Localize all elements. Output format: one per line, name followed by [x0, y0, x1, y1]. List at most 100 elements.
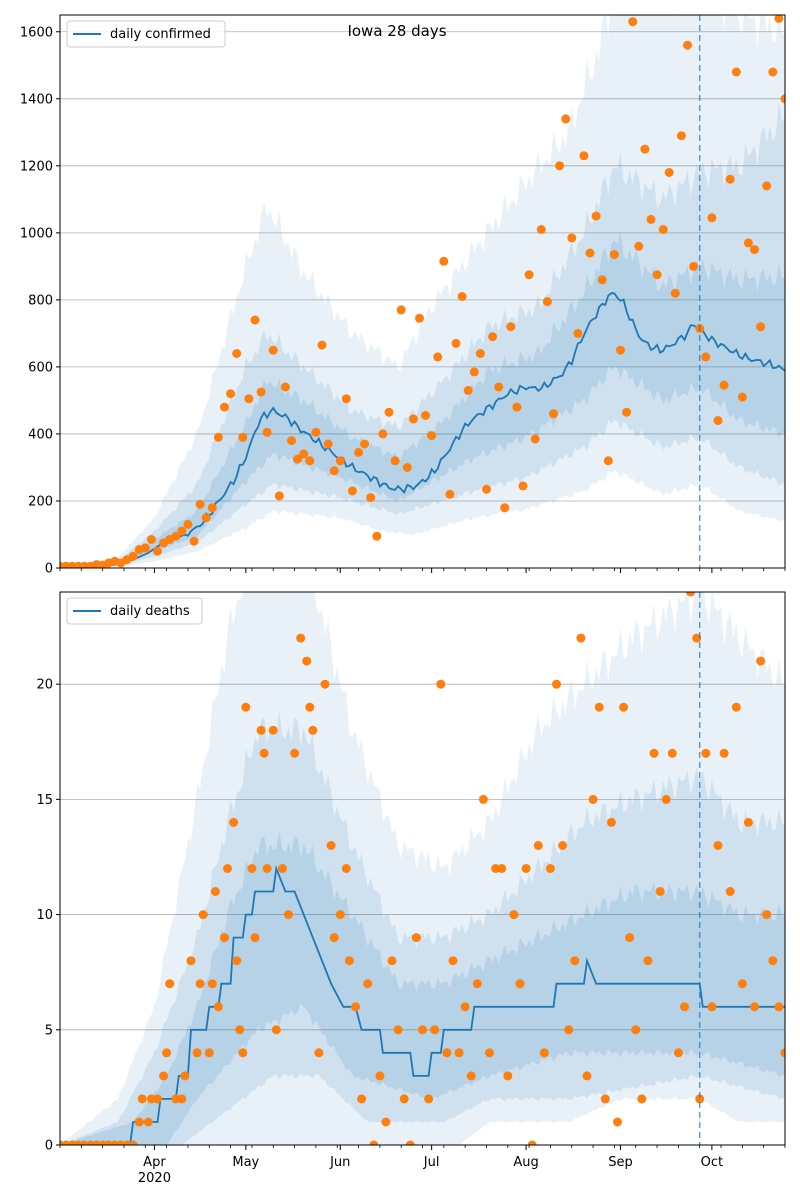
confirmed-observed-point [640, 144, 650, 154]
x-tick-label: Aug [513, 1155, 538, 1170]
deaths-observed-point [223, 864, 232, 873]
confirmed-observed-point [311, 427, 321, 437]
deaths-observed-point [713, 841, 723, 850]
legend-label-daily-deaths: daily deaths [110, 604, 190, 619]
deaths-observed-point [186, 956, 196, 966]
deaths-observed-point [341, 864, 351, 873]
deaths-observed-point [756, 656, 766, 666]
confirmed-observed-point [518, 481, 528, 491]
confirmed-observed-point [262, 427, 272, 437]
deaths-observed-point [329, 933, 339, 943]
confirmed-observed-point [573, 328, 583, 338]
deaths-observed-point [527, 1140, 537, 1145]
deaths-observed-point [600, 1094, 610, 1104]
confirmed-observed-point [634, 241, 644, 251]
confirmed-observed-point [683, 40, 692, 50]
confirmed-observed-point [762, 181, 772, 191]
confirmed-series-group [60, 15, 785, 568]
confirmed-observed-point [725, 174, 735, 184]
confirmed-observed-point [524, 270, 534, 280]
deaths-observed-point [369, 1140, 379, 1145]
confirmed-observed-point [396, 305, 406, 315]
confirmed-observed-point [585, 248, 595, 258]
confirmed-observed-point [445, 489, 455, 499]
deaths-observed-point [290, 748, 300, 758]
deaths-observed-point [284, 910, 293, 920]
confirmed-observed-point [750, 245, 759, 255]
confirmed-observed-point [731, 67, 741, 77]
confirmed-observed-point [146, 535, 156, 544]
confirmed-observed-point [676, 131, 686, 141]
confirmed-observed-point [372, 531, 382, 541]
y-tick-label: 600 [28, 360, 53, 375]
legend-label-daily-confirmed: daily confirmed [110, 27, 211, 42]
confirmed-observed-point [256, 387, 266, 397]
confirmed-observed-point [354, 447, 363, 457]
confirmed-observed-point [457, 292, 467, 301]
deaths-observed-point [762, 910, 772, 920]
deaths-observed-point [162, 1048, 172, 1058]
deaths-band-middle [60, 709, 785, 1145]
deaths-observed-point [466, 1071, 476, 1081]
deaths-observed-point [259, 748, 269, 758]
deaths-observed-point [686, 592, 696, 597]
deaths-observed-point [515, 979, 525, 989]
confirmed-observed-point [500, 503, 510, 513]
x-tick-year-label: 2020 [138, 1171, 171, 1186]
confirmed-observed-point [774, 15, 784, 23]
confirmed-observed-point [384, 407, 394, 417]
confirmed-observed-point [244, 394, 254, 404]
deaths-observed-point [564, 1025, 574, 1035]
legend-box [66, 597, 203, 625]
confirmed-observed-point [408, 414, 418, 424]
x-tick-label: Oct [701, 1155, 723, 1170]
deaths-observed-point [320, 679, 330, 689]
confirmed-observed-point [415, 313, 424, 323]
confirmed-observed-point [713, 416, 723, 425]
deaths-observed-point [436, 679, 446, 689]
deaths-observed-point [472, 979, 482, 989]
confirmed-observed-point [494, 382, 504, 392]
confirmed-observed-point [756, 322, 766, 332]
confirmed-observed-point [743, 238, 753, 248]
confirmed-band-middle [60, 101, 785, 568]
deaths-observed-point [667, 748, 677, 758]
deaths-observed-point [128, 1140, 138, 1145]
confirmed-observed-point [347, 486, 357, 496]
deaths-observed-point [159, 1071, 169, 1081]
deaths-observed-point [268, 725, 278, 735]
confirmed-observed-point [506, 322, 516, 332]
y-tick-label: 200 [28, 494, 53, 509]
deaths-observed-point [743, 817, 753, 827]
deaths-observed-point [418, 1025, 427, 1035]
deaths-observed-point [296, 633, 306, 643]
confirmed-observed-point [780, 94, 785, 104]
confirmed-observed-point [475, 349, 485, 358]
y-tick-label: 0 [45, 562, 53, 577]
deaths-observed-point [134, 1117, 144, 1127]
deaths-observed-point [256, 725, 266, 735]
confirmed-observed-point [737, 392, 747, 402]
deaths-observed-point [229, 817, 239, 827]
confirmed-observed-point [201, 513, 211, 523]
confirmed-observed-point [171, 531, 181, 541]
deaths-observed-point [570, 956, 580, 966]
confirmed-observed-point [250, 315, 260, 325]
confirmed-observed-point [128, 551, 138, 561]
deaths-observed-point [375, 1071, 385, 1081]
confirmed-observed-point [305, 456, 315, 466]
deaths-observed-point [232, 956, 242, 966]
confirmed-observed-point [542, 297, 552, 307]
confirmed-observed-point [140, 543, 150, 553]
deaths-observed-point [539, 1048, 549, 1058]
deaths-observed-point [460, 1002, 470, 1012]
confirmed-observed-point [561, 114, 571, 124]
deaths-observed-point [613, 1117, 622, 1127]
deaths-observed-point [637, 1094, 647, 1104]
deaths-observed-point [393, 1025, 403, 1035]
deaths-observed-point [503, 1071, 513, 1081]
deaths-observed-point [198, 910, 208, 920]
